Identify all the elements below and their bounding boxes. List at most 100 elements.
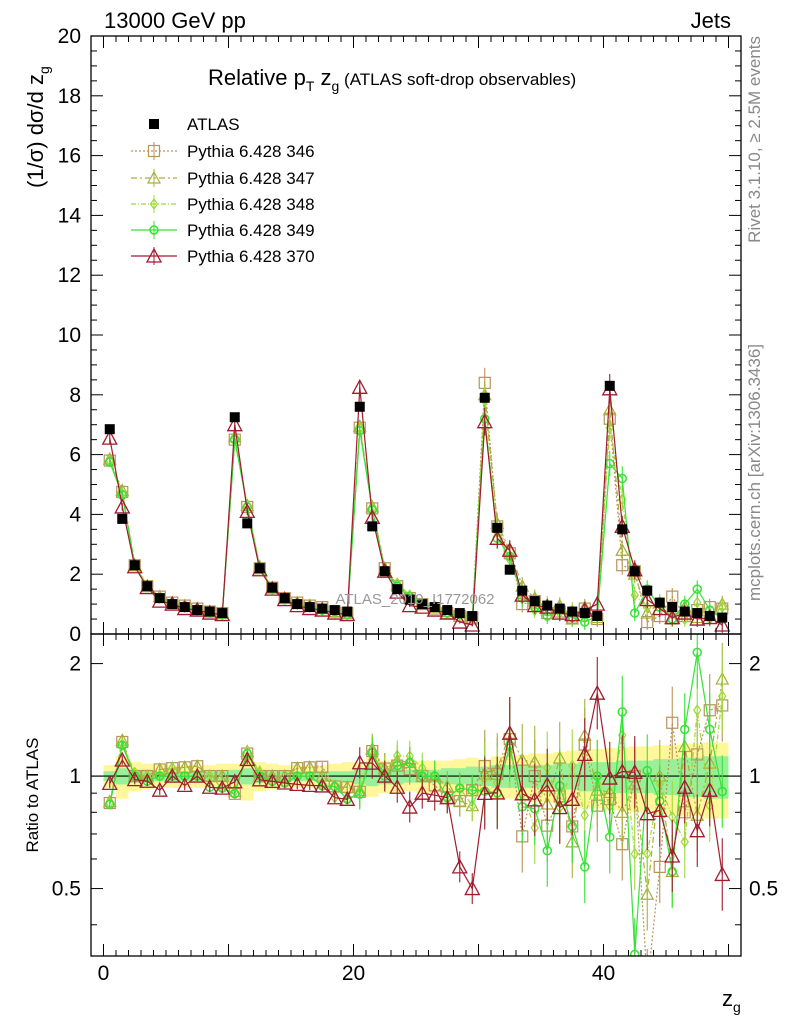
series-370-point xyxy=(539,776,556,792)
x-tick-label: 0 xyxy=(98,962,110,985)
y-tick-label: 16 xyxy=(58,145,81,168)
legend-marker xyxy=(146,170,162,184)
series-370-point xyxy=(451,858,468,874)
series-370-point xyxy=(689,822,706,838)
series-370-line xyxy=(109,693,723,891)
series-ATLAS-point xyxy=(429,602,440,613)
series-349-point xyxy=(692,584,702,594)
series-ATLAS-point xyxy=(492,522,503,533)
ratio-y-tick-label-right: 2 xyxy=(749,653,761,676)
analysis-watermark: ATLAS_2019_I1772062 xyxy=(335,591,494,608)
series-370-point xyxy=(589,595,606,611)
series-ATLAS-point xyxy=(654,597,665,608)
series-370-point xyxy=(114,751,131,767)
series-ATLAS-point xyxy=(267,582,278,593)
series-ATLAS-point xyxy=(392,584,403,595)
series-349-point xyxy=(455,783,465,793)
series-ATLAS-point xyxy=(567,606,578,617)
series-ATLAS-point xyxy=(679,606,690,617)
series-ATLAS-point xyxy=(192,605,203,616)
series-370-point xyxy=(226,416,243,432)
series-370-point xyxy=(239,751,256,767)
series-ATLAS-point xyxy=(204,606,215,617)
series-348-point xyxy=(468,799,477,812)
series-ATLAS-point xyxy=(304,602,315,613)
series-370-point xyxy=(201,778,218,794)
series-370-point xyxy=(351,754,368,770)
series-370-point xyxy=(239,503,256,519)
y-axis-label: (1/σ) dσ/d zg xyxy=(23,66,52,188)
x-axis-label: zg xyxy=(722,986,741,1015)
series-348-line xyxy=(109,696,723,855)
series-370-point xyxy=(226,773,243,789)
series-ATLAS-point xyxy=(517,585,528,596)
y-tick-label: 18 xyxy=(58,85,81,108)
chart-title-part: (ATLAS soft-drop observables) xyxy=(339,70,576,89)
series-349-point xyxy=(405,757,415,768)
series-ATLAS-point xyxy=(667,602,678,613)
chart-title: Relative pT zg (ATLAS soft-drop observab… xyxy=(208,65,576,94)
band-inner xyxy=(666,759,679,795)
chart-title-part: T xyxy=(306,78,315,94)
series-ATLAS-point xyxy=(454,608,465,619)
series-ATLAS-point xyxy=(242,518,253,529)
series-370-point xyxy=(401,798,418,814)
series-ATLAS-point xyxy=(104,424,115,435)
legend-marker xyxy=(145,247,163,263)
series-349-point xyxy=(642,765,652,776)
chart-title-part: g xyxy=(332,78,340,94)
series-348-point xyxy=(580,809,589,822)
series-370-point xyxy=(301,776,318,793)
legend-label: ATLAS xyxy=(187,115,240,134)
legend-item-349 xyxy=(131,221,177,239)
legend-item-348 xyxy=(131,195,177,213)
series-370-point xyxy=(389,778,406,794)
series-349-point xyxy=(592,771,602,781)
series-370-point xyxy=(351,378,368,394)
series-370-point xyxy=(139,772,156,788)
series-349-point xyxy=(680,724,690,735)
series-349-point xyxy=(605,832,615,842)
series-370-point xyxy=(214,779,231,795)
y-tick-label: 2 xyxy=(69,563,81,586)
x-axis-label-main: z xyxy=(722,986,733,1011)
series-370-point xyxy=(164,767,181,783)
header-jets-label: Jets xyxy=(691,8,731,33)
series-370-point xyxy=(551,799,568,815)
chart-title-part: Relative p xyxy=(208,65,306,90)
series-370-point xyxy=(664,609,681,625)
series-ATLAS-point xyxy=(117,513,128,524)
series-ATLAS-point xyxy=(479,392,490,403)
series-ATLAS-point xyxy=(379,566,390,577)
legend-marker xyxy=(149,119,159,129)
series-370-point xyxy=(251,771,268,787)
series-ATLAS-point xyxy=(254,563,265,574)
legend-marker xyxy=(149,225,159,235)
series-349-point xyxy=(155,771,165,781)
series-370-ratio xyxy=(101,656,731,911)
series-348-point xyxy=(680,835,689,848)
series-370-point xyxy=(376,767,393,783)
series-ATLAS-point xyxy=(229,412,240,423)
series-347-point xyxy=(640,605,655,619)
series-370-point xyxy=(626,763,643,779)
series-347-line xyxy=(109,394,723,620)
series-370-point xyxy=(651,600,668,616)
series-ATLAS-point xyxy=(579,608,590,619)
series-349-point xyxy=(392,760,402,771)
series-ATLAS-point xyxy=(329,605,340,616)
series-370-point xyxy=(714,616,731,632)
series-349-point xyxy=(117,740,127,751)
y-tick-label: 6 xyxy=(69,444,81,467)
legend-label: Pythia 6.428 347 xyxy=(187,169,315,188)
series-370-point xyxy=(664,847,681,863)
series-370-point xyxy=(264,773,281,789)
legend-label: Pythia 6.428 370 xyxy=(187,247,315,266)
series-349-point xyxy=(630,608,640,618)
series-370-point xyxy=(489,529,506,545)
rivet-version-label: Rivet 3.1.10, ≥ 2.5M events xyxy=(745,36,764,243)
series-348-point xyxy=(693,704,702,717)
series-370-point xyxy=(464,880,481,896)
series-ATLAS-point xyxy=(279,593,290,604)
